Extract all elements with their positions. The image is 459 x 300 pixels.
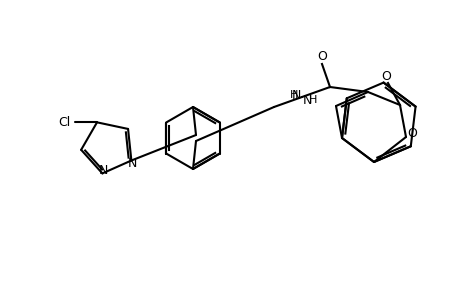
Text: H: H <box>289 90 297 100</box>
Text: N: N <box>99 164 108 177</box>
Text: O: O <box>316 50 326 62</box>
Text: N: N <box>291 88 300 101</box>
Text: O: O <box>380 70 390 83</box>
Text: H: H <box>308 95 317 105</box>
Text: N: N <box>128 157 137 170</box>
Text: N: N <box>302 94 311 106</box>
Text: O: O <box>406 127 416 140</box>
Text: Cl: Cl <box>58 116 70 129</box>
